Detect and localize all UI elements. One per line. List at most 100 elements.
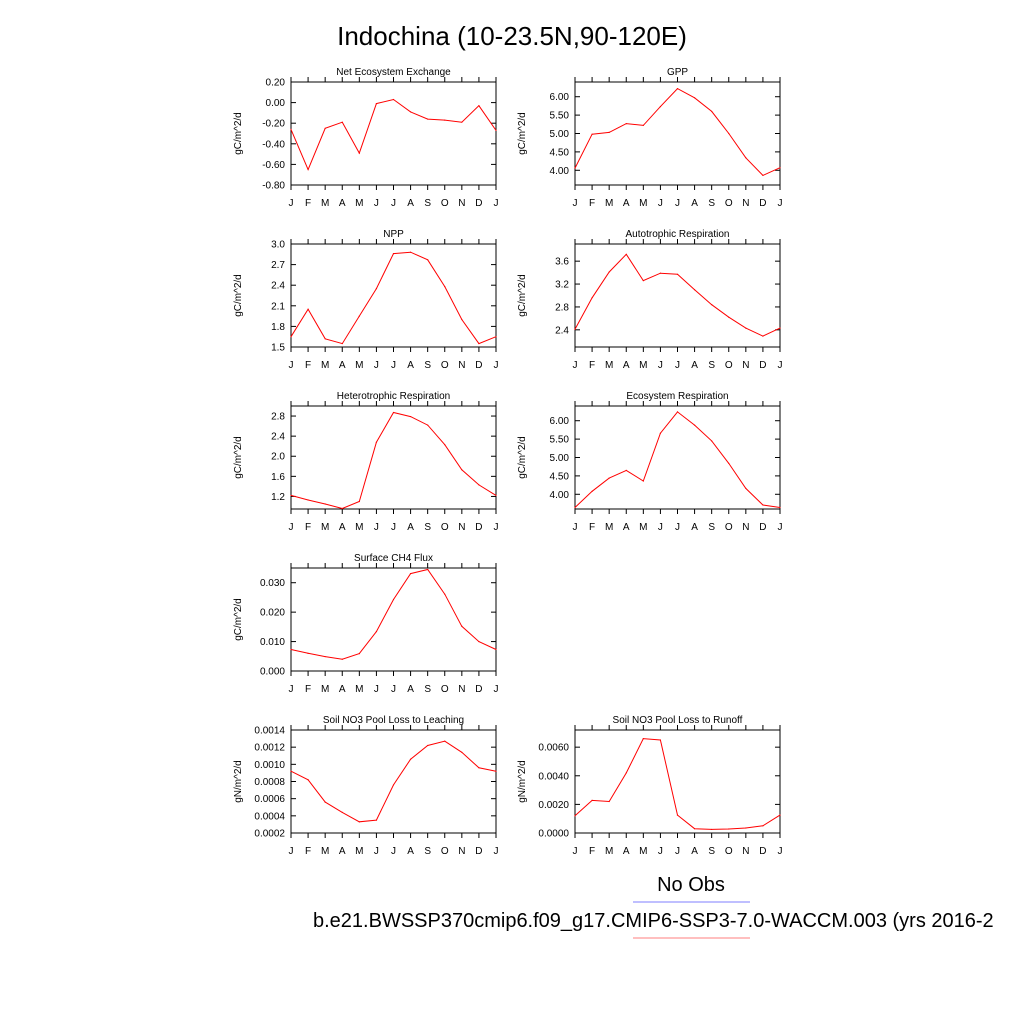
panel-title: Heterotrophic Respiration xyxy=(337,391,450,402)
x-tick-label: S xyxy=(708,522,715,533)
x-tick-label: M xyxy=(355,846,363,857)
chart-panels: Net Ecosystem Exchange gC/m^2/d -0.80 -0.60… xyxy=(233,67,783,857)
series-line xyxy=(290,740,497,823)
data-point xyxy=(409,111,412,113)
data-point xyxy=(625,772,627,774)
x-tick-label: N xyxy=(458,846,465,857)
data-point xyxy=(591,799,593,801)
data-point xyxy=(392,411,395,414)
x-tick-label: J xyxy=(374,846,379,857)
data-point xyxy=(642,737,644,740)
y-tick-label: 0.020 xyxy=(260,608,285,619)
x-tick-label: O xyxy=(441,198,449,209)
x-tick-label: O xyxy=(441,522,449,533)
series-line xyxy=(574,411,781,508)
x-tick-label: J xyxy=(494,360,499,371)
data-point xyxy=(375,288,378,290)
y-tick-label: 1.5 xyxy=(271,343,285,354)
data-point xyxy=(728,462,730,464)
data-point xyxy=(625,122,627,125)
data-point xyxy=(461,318,463,321)
y-axis-label: gC/m^2/d xyxy=(517,436,528,479)
series-line xyxy=(290,98,497,171)
data-point xyxy=(444,119,446,121)
y-tick-label: 1.2 xyxy=(271,492,285,503)
x-tick-label: J xyxy=(494,846,499,857)
data-point xyxy=(659,106,662,108)
x-tick-label: N xyxy=(458,522,465,533)
x-tick-label: N xyxy=(458,360,465,371)
x-tick-label: J xyxy=(658,360,663,371)
data-point xyxy=(307,308,309,310)
data-point xyxy=(676,814,679,816)
data-point xyxy=(341,342,343,345)
x-tick-label: F xyxy=(589,522,595,533)
x-tick-label: F xyxy=(305,522,311,533)
data-point xyxy=(574,815,576,817)
x-tick-label: N xyxy=(458,684,465,695)
data-point xyxy=(779,506,781,509)
x-tick-label: J xyxy=(778,360,783,371)
plot-frame xyxy=(574,81,781,186)
data-point xyxy=(409,572,412,575)
x-tick-label: M xyxy=(639,846,647,857)
x-tick-label: M xyxy=(321,522,329,533)
x-tick-label: M xyxy=(639,360,647,371)
data-point xyxy=(324,503,326,505)
series-line xyxy=(290,568,497,660)
x-tick-label: F xyxy=(589,846,595,857)
x-tick-label: S xyxy=(708,360,715,371)
y-tick-label: 0.0008 xyxy=(254,777,285,788)
data-point xyxy=(676,88,679,90)
plot-frame xyxy=(574,729,781,834)
data-point xyxy=(324,338,326,340)
y-axis-label: gC/m^2/d xyxy=(517,274,528,317)
x-tick-label: M xyxy=(321,684,329,695)
chart-panel: Soil NO3 Pool Loss to Leaching gN/m^2/d 0.… xyxy=(233,715,499,857)
y-tick-label: 2.4 xyxy=(555,325,569,336)
x-tick-label: N xyxy=(458,198,465,209)
data-point xyxy=(461,469,463,471)
y-tick-label: -0.80 xyxy=(262,181,285,192)
y-tick-label: 5.00 xyxy=(550,453,570,464)
data-point xyxy=(608,477,610,479)
y-tick-label: 4.00 xyxy=(550,166,570,177)
x-tick-label: D xyxy=(475,846,482,857)
chart-panel: Ecosystem Respiration gC/m^2/d 4.00 4.50 5.0… xyxy=(517,391,783,533)
panel-title: GPP xyxy=(667,67,688,78)
data-point xyxy=(762,174,764,177)
y-tick-label: 0.0060 xyxy=(538,743,569,754)
y-axis-label: gC/m^2/d xyxy=(517,112,528,155)
x-tick-label: F xyxy=(305,198,311,209)
y-tick-label: 0.0002 xyxy=(254,829,285,840)
data-point xyxy=(693,289,696,291)
plot-frame xyxy=(290,81,497,186)
data-point xyxy=(574,167,576,169)
x-tick-label: S xyxy=(708,198,715,209)
x-tick-label: J xyxy=(778,198,783,209)
chart-panel: Autotrophic Respiration gC/m^2/d 2.4 2.8 3.2… xyxy=(517,229,783,371)
panel-title: Soil NO3 Pool Loss to Leaching xyxy=(323,715,464,726)
x-tick-label: J xyxy=(289,684,294,695)
data-point xyxy=(358,500,360,503)
series-line xyxy=(574,253,781,337)
x-tick-label: J xyxy=(391,522,396,533)
x-tick-label: D xyxy=(475,684,482,695)
y-tick-label: 0.0000 xyxy=(538,829,569,840)
data-point xyxy=(358,821,360,823)
x-tick-label: J xyxy=(658,846,663,857)
data-point xyxy=(711,440,713,442)
x-tick-label: F xyxy=(305,360,311,371)
x-tick-label: A xyxy=(691,522,698,533)
data-point xyxy=(745,827,747,829)
panel-title: NPP xyxy=(383,229,404,240)
data-point xyxy=(290,770,292,772)
x-tick-label: J xyxy=(289,522,294,533)
data-point xyxy=(745,157,747,159)
x-tick-label: M xyxy=(355,522,363,533)
x-tick-label: M xyxy=(321,198,329,209)
x-tick-label: J xyxy=(391,360,396,371)
x-tick-label: J xyxy=(374,360,379,371)
x-tick-label: J xyxy=(494,684,499,695)
x-tick-label: D xyxy=(759,198,766,209)
